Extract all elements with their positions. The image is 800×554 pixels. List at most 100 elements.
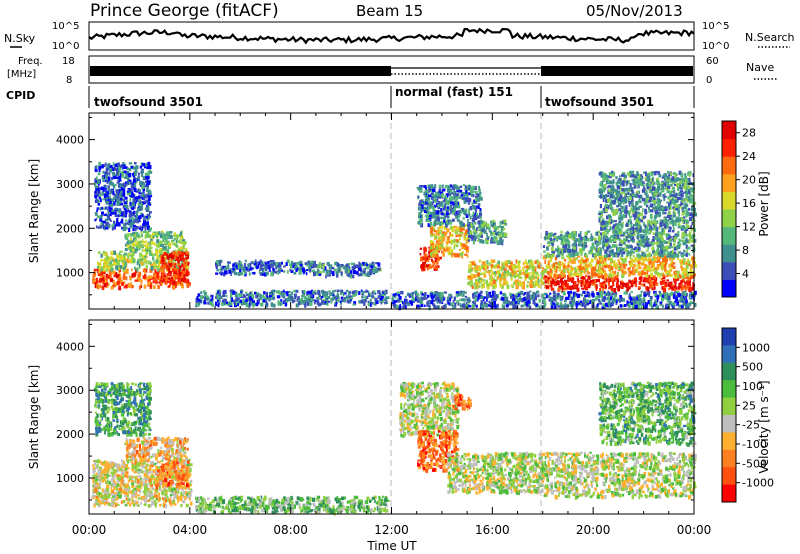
heatmap-cell bbox=[404, 305, 407, 309]
heatmap-cell bbox=[564, 279, 567, 284]
heatmap-cell bbox=[147, 180, 151, 185]
heatmap-cell bbox=[152, 253, 155, 257]
heatmap-cell bbox=[481, 226, 484, 229]
heatmap-cell bbox=[665, 295, 669, 300]
heatmap-cell bbox=[500, 227, 504, 231]
heatmap-cell bbox=[307, 290, 311, 295]
heatmap-cell bbox=[122, 262, 124, 266]
heatmap-cell bbox=[595, 287, 598, 292]
heatmap-cell bbox=[564, 287, 567, 291]
heatmap-cell bbox=[467, 227, 470, 231]
heatmap-cell bbox=[477, 275, 480, 279]
heatmap-cell bbox=[230, 293, 233, 298]
heatmap-cell bbox=[147, 204, 150, 209]
heatmap-cell bbox=[256, 300, 260, 305]
heatmap-cell bbox=[108, 207, 112, 212]
heatmap-cell bbox=[156, 273, 160, 278]
heatmap-cell bbox=[306, 261, 309, 267]
heatmap-cell bbox=[491, 276, 494, 281]
heatmap-cell bbox=[98, 271, 101, 274]
heatmap-cell bbox=[260, 302, 262, 306]
heatmap-cell bbox=[488, 291, 491, 296]
heatmap-cell bbox=[268, 296, 272, 301]
heatmap-cell bbox=[335, 271, 339, 275]
heatmap-cell bbox=[332, 290, 334, 295]
heatmap-cell bbox=[395, 292, 397, 296]
heatmap-cell bbox=[335, 296, 338, 299]
heatmap-cell bbox=[105, 224, 107, 229]
heatmap-cell bbox=[662, 266, 665, 270]
heatmap-cell bbox=[216, 295, 220, 300]
heatmap-cell bbox=[654, 267, 658, 270]
heatmap-cell bbox=[99, 207, 102, 210]
heatmap-cell bbox=[273, 289, 276, 292]
heatmap-cell bbox=[502, 275, 506, 279]
heatmap-cell bbox=[364, 267, 366, 270]
heatmap-cell bbox=[626, 300, 629, 305]
heatmap-cell bbox=[162, 262, 165, 266]
heatmap-cell bbox=[693, 293, 696, 298]
heatmap-cell bbox=[496, 227, 499, 230]
heatmap-cell bbox=[130, 282, 132, 285]
heatmap-cell bbox=[295, 264, 298, 267]
heatmap-cell bbox=[316, 265, 319, 269]
heatmap-cell bbox=[425, 207, 428, 212]
heatmap-cell bbox=[139, 200, 142, 204]
heatmap-cell bbox=[640, 278, 643, 282]
heatmap-cell bbox=[437, 265, 440, 268]
heatmap-cell bbox=[177, 264, 180, 268]
heatmap-cell bbox=[318, 261, 321, 265]
heatmap-cell bbox=[130, 240, 135, 243]
heatmap-cell bbox=[419, 299, 422, 304]
heatmap-cell bbox=[148, 234, 151, 239]
heatmap-cell bbox=[347, 274, 350, 278]
heatmap-cell bbox=[501, 304, 504, 308]
heatmap-cell bbox=[536, 259, 539, 264]
heatmap-cell bbox=[94, 192, 96, 196]
heatmap-cell bbox=[420, 256, 423, 261]
heatmap-cell bbox=[140, 280, 143, 285]
heatmap-cell bbox=[282, 270, 286, 273]
heatmap-cell bbox=[574, 266, 576, 270]
nave-tick-bottom: 0 bbox=[706, 75, 712, 86]
heatmap-cell bbox=[283, 265, 286, 268]
heatmap-cell bbox=[104, 206, 108, 210]
heatmap-cell bbox=[664, 295, 667, 300]
heatmap-cell bbox=[144, 255, 147, 260]
heatmap-cell bbox=[119, 198, 123, 201]
heatmap-cell bbox=[460, 242, 462, 247]
heatmap-cell bbox=[252, 303, 256, 307]
heatmap-cell bbox=[112, 173, 116, 176]
heatmap-cell bbox=[294, 262, 298, 267]
heatmap-cell bbox=[514, 300, 518, 304]
heatmap-cell bbox=[128, 241, 131, 245]
heatmap-cell bbox=[585, 258, 589, 262]
heatmap-cell bbox=[515, 304, 519, 309]
heatmap-cell bbox=[303, 301, 307, 305]
heatmap-cell bbox=[544, 280, 548, 284]
heatmap-cell bbox=[595, 295, 599, 301]
heatmap-cell bbox=[356, 271, 359, 275]
heatmap-cell bbox=[486, 270, 490, 273]
heatmap-cell bbox=[282, 293, 286, 297]
heatmap-cell bbox=[394, 299, 398, 303]
heatmap-cell bbox=[184, 255, 189, 258]
heatmap-cell bbox=[462, 243, 466, 248]
heatmap-cell bbox=[442, 231, 445, 235]
heatmap-cell bbox=[633, 263, 636, 268]
heatmap-cell bbox=[114, 193, 117, 197]
heatmap-cell bbox=[172, 253, 175, 257]
heatmap-cell bbox=[107, 176, 111, 181]
heatmap-cell bbox=[461, 298, 464, 302]
heatmap-cell bbox=[100, 186, 103, 189]
heatmap-cell bbox=[578, 302, 580, 305]
heatmap-cell bbox=[514, 295, 518, 300]
heatmap-cell bbox=[469, 190, 473, 194]
heatmap-cell bbox=[673, 274, 678, 279]
heatmap-cell bbox=[665, 303, 669, 308]
heatmap-cell bbox=[532, 283, 536, 288]
heatmap-cell bbox=[644, 278, 648, 282]
heatmap-cell bbox=[640, 304, 643, 309]
heatmap-cell bbox=[668, 284, 672, 288]
heatmap-cell bbox=[396, 292, 399, 295]
